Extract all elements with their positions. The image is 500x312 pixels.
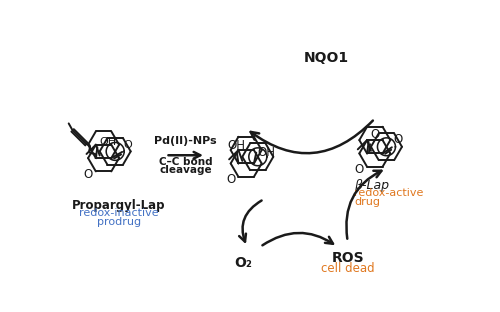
Text: prodrug: prodrug: [97, 217, 141, 227]
Text: O: O: [354, 163, 364, 176]
Text: ROS: ROS: [332, 251, 364, 266]
Text: OH: OH: [227, 139, 245, 152]
Text: cleavage: cleavage: [160, 165, 212, 175]
Text: C–C bond: C–C bond: [159, 157, 212, 167]
Text: O: O: [226, 173, 235, 186]
Text: Propargyl-Lap: Propargyl-Lap: [72, 199, 166, 212]
Text: Pd(II)-NPs: Pd(II)-NPs: [154, 136, 217, 146]
Text: drug: drug: [354, 197, 380, 207]
Text: O: O: [394, 133, 402, 146]
Text: O: O: [370, 128, 380, 141]
Text: OH: OH: [258, 146, 276, 159]
Text: OH: OH: [99, 137, 116, 147]
Text: redox-inactive: redox-inactive: [80, 208, 159, 218]
Text: β-Lap: β-Lap: [354, 179, 389, 192]
Text: redox-active: redox-active: [354, 188, 424, 198]
Text: O₂: O₂: [234, 256, 252, 270]
Text: O: O: [84, 168, 92, 181]
Text: NQO1: NQO1: [304, 51, 348, 65]
Text: cell dead: cell dead: [321, 261, 374, 275]
Text: O: O: [124, 140, 132, 150]
